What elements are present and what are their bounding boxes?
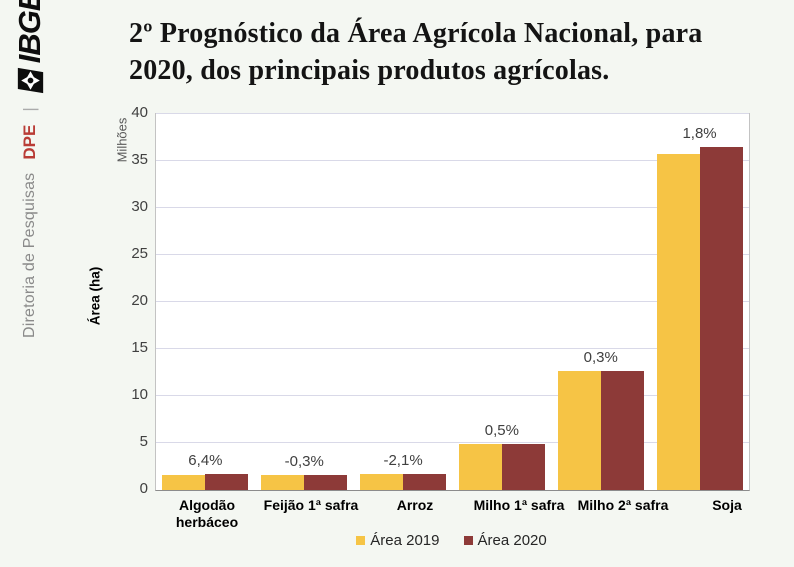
y-axis-tick-labels: 0 5 10 15 20 25 30 35 40 bbox=[98, 104, 148, 497]
y-tick-label: 0 bbox=[139, 480, 148, 497]
bar-área-2019 bbox=[557, 371, 601, 490]
x-category-label: Milho 1ª safra bbox=[473, 497, 565, 513]
x-category-label: Soja bbox=[712, 497, 742, 513]
bar-group: -0,3% bbox=[255, 114, 354, 490]
y-tick-label: 20 bbox=[131, 292, 148, 309]
bar-área-2019 bbox=[261, 475, 305, 490]
dpe-label: DPE bbox=[20, 124, 39, 160]
bar-área-2019 bbox=[162, 474, 206, 490]
x-category-cell: Feijão 1ª safra bbox=[259, 497, 363, 531]
legend-item: Área 2019 bbox=[356, 532, 440, 549]
legend-swatch bbox=[463, 536, 473, 545]
chart-title-line1: 2º Prognóstico da Área Agrícola Nacional… bbox=[129, 18, 703, 49]
x-category-label: Arroz bbox=[396, 497, 434, 513]
bar-group: -2,1% bbox=[354, 114, 453, 490]
legend-swatch bbox=[356, 536, 366, 545]
ibge-logo-icon bbox=[17, 68, 43, 94]
bar-área-2019 bbox=[458, 444, 502, 490]
gridline bbox=[156, 113, 749, 114]
ibge-logo: IBGE bbox=[12, 0, 48, 94]
y-tick-label: 10 bbox=[131, 386, 148, 403]
legend: Área 2019 Área 2020 bbox=[155, 532, 748, 549]
gridline bbox=[156, 395, 749, 396]
bar-change-label: 6,4% bbox=[188, 451, 223, 469]
y-tick-label: 35 bbox=[131, 151, 148, 168]
gridline bbox=[156, 160, 749, 161]
x-category-cell: Milho 1ª safra bbox=[467, 497, 571, 531]
bar-change-label: 0,5% bbox=[484, 421, 519, 439]
chart-title-line2: 2020, dos principais produtos agrícolas. bbox=[129, 55, 610, 86]
x-category-cell: Milho 2ª safra bbox=[571, 497, 675, 531]
plot-area: 6,4% -0,3% -2,1% 0,5% 0,3% 1,8% bbox=[155, 113, 750, 491]
bar-change-label: -2,1% bbox=[383, 452, 423, 470]
bar-change-label: -0,3% bbox=[284, 453, 324, 471]
legend-label: Área 2019 bbox=[370, 532, 440, 549]
brand-strip: Diretoria de Pesquisas DPE | IBGE bbox=[7, 0, 53, 338]
x-axis-category-labels: Algodão herbáceo Feijão 1ª safra Arroz Milh… bbox=[155, 497, 748, 531]
legend-label: Área 2020 bbox=[477, 532, 547, 549]
brand-divider: | bbox=[20, 107, 39, 112]
bar-área-2020 bbox=[699, 147, 743, 490]
y-tick-label: 25 bbox=[131, 245, 148, 262]
bar-group: 6,4% bbox=[156, 114, 255, 490]
bar-área-2020 bbox=[205, 473, 249, 490]
y-tick-label: 15 bbox=[131, 339, 148, 356]
department-label: Diretoria de Pesquisas bbox=[21, 172, 38, 338]
x-category-cell: Algodão herbáceo bbox=[155, 497, 259, 531]
bar-área-2020 bbox=[600, 370, 644, 490]
bar-change-label: 1,8% bbox=[682, 125, 717, 143]
bar-área-2020 bbox=[501, 443, 545, 490]
brand-strip-inner: Diretoria de Pesquisas DPE | IBGE bbox=[7, 0, 53, 338]
x-category-label: Algodão herbáceo bbox=[175, 497, 239, 530]
bar-área-2019 bbox=[360, 474, 404, 490]
legend-item: Área 2020 bbox=[463, 532, 547, 549]
gridline bbox=[156, 442, 749, 443]
y-tick-label: 40 bbox=[131, 104, 148, 121]
bar-área-2020 bbox=[403, 474, 447, 490]
gridline bbox=[156, 348, 749, 349]
ibge-logo-text: IBGE bbox=[12, 0, 47, 64]
bar-change-label: 0,3% bbox=[583, 348, 618, 366]
bar-área-2020 bbox=[304, 475, 348, 490]
gridline bbox=[156, 254, 749, 255]
y-tick-label: 30 bbox=[131, 198, 148, 215]
bar-group: 1,8% bbox=[650, 114, 749, 490]
bar-group: 0,3% bbox=[551, 114, 650, 490]
x-category-cell: Arroz bbox=[363, 497, 467, 531]
x-category-label: Feijão 1ª safra bbox=[263, 497, 359, 513]
chart-title: 2º Prognóstico da Área Agrícola Nacional… bbox=[129, 15, 789, 89]
gridline bbox=[156, 207, 749, 208]
bar-group: 0,5% bbox=[452, 114, 551, 490]
bar-área-2019 bbox=[656, 153, 700, 490]
gridline bbox=[156, 301, 749, 302]
x-category-label: Milho 2ª safra bbox=[577, 497, 669, 513]
y-tick-label: 5 bbox=[139, 433, 148, 450]
x-category-cell: Soja bbox=[675, 497, 779, 531]
